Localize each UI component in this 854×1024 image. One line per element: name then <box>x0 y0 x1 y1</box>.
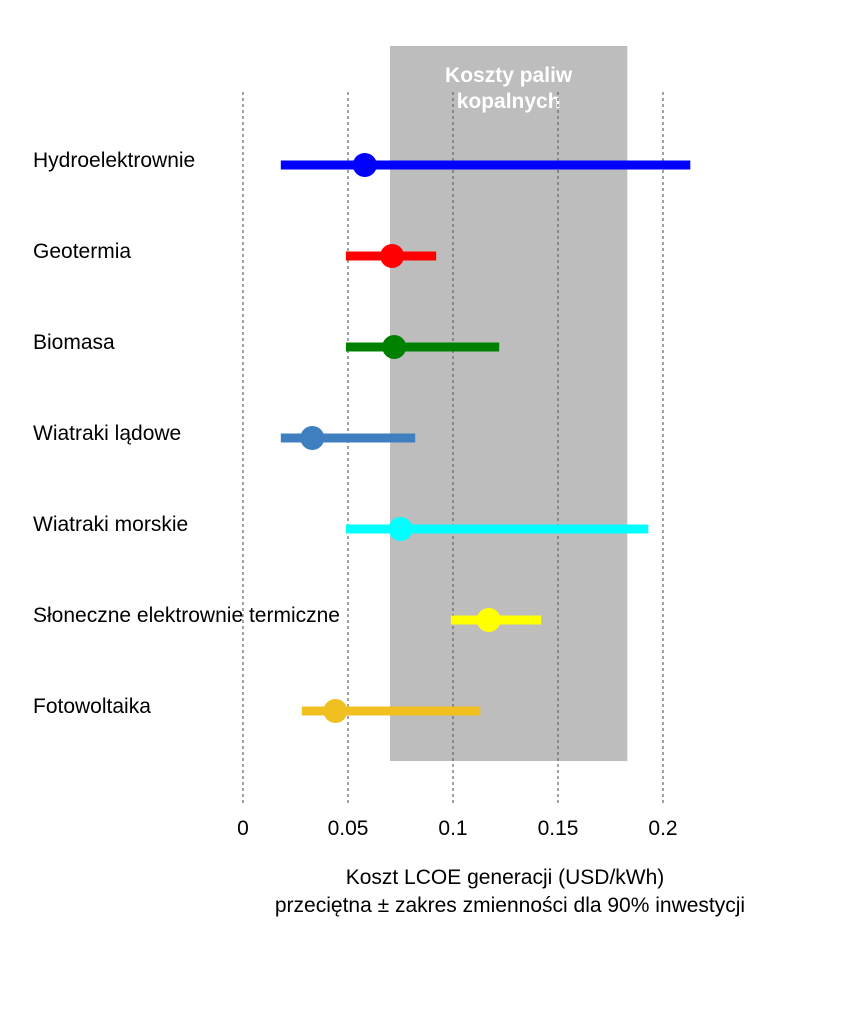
x-tick-label: 0.2 <box>648 817 677 840</box>
mean-point <box>388 517 413 541</box>
category-label: Wiatraki lądowe <box>33 422 181 445</box>
x-tick-label: 0.05 <box>328 817 369 840</box>
x-tick-label: 0.1 <box>438 817 467 840</box>
category-label: Hydroelektrownie <box>33 149 195 172</box>
x-axis-label-line2: przeciętna ± zakres zmienności dla 90% i… <box>275 894 745 917</box>
category-label: Słoneczne elektrownie termiczne <box>33 604 340 627</box>
mean-point <box>323 699 348 723</box>
mean-point <box>382 335 407 359</box>
mean-point <box>352 153 377 177</box>
band-label-line2: kopalnych <box>457 90 561 113</box>
mean-point <box>380 244 405 268</box>
mean-point <box>476 608 501 632</box>
category-label: Wiatraki morskie <box>33 513 188 536</box>
category-label: Geotermia <box>33 240 131 263</box>
band-label-line1: Koszty paliw <box>445 64 573 87</box>
mean-point <box>300 426 325 450</box>
x-tick-label: 0 <box>237 817 249 840</box>
category-label: Biomasa <box>33 331 115 354</box>
category-label: Fotowoltaika <box>33 695 151 718</box>
x-tick-label: 0.15 <box>538 817 579 840</box>
x-axis-label: Koszt LCOE generacji (USD/kWh) <box>346 866 665 889</box>
fossil-fuel-cost-band <box>390 46 628 761</box>
